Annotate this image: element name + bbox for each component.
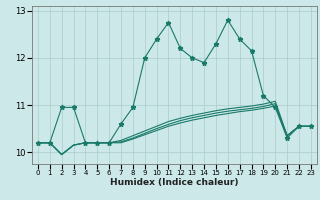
X-axis label: Humidex (Indice chaleur): Humidex (Indice chaleur) <box>110 178 239 187</box>
